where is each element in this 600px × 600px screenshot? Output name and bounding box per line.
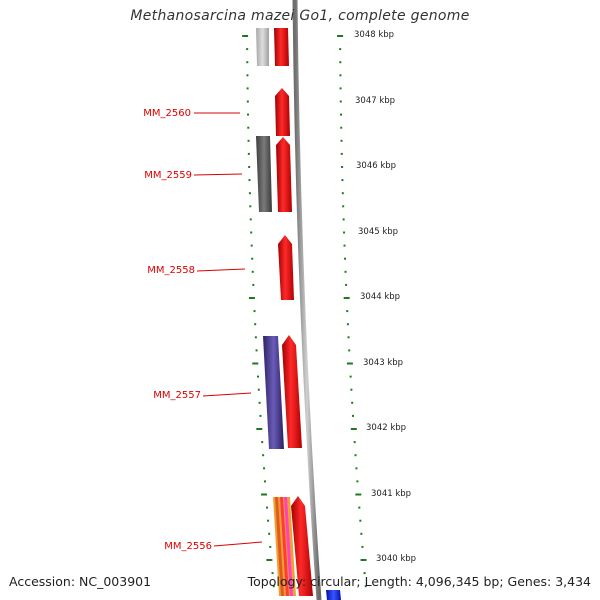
gene-arrow-mm2556[interactable] xyxy=(291,496,313,596)
gene-labels: MM_2560 MM_2559 MM_2558 MM_2557 MM_2556 xyxy=(143,108,263,552)
tick-marks xyxy=(242,35,367,588)
scale-label: 3042 kbp xyxy=(366,423,406,433)
leader-line xyxy=(193,173,243,176)
leader-line xyxy=(202,392,252,397)
scale-labels: 3048 kbp 3047 kbp 3046 kbp 3045 kbp 3044… xyxy=(354,30,416,564)
gene-arrow-mm2557[interactable] xyxy=(282,335,302,448)
gene-arrow-mm2560[interactable] xyxy=(275,88,290,136)
scale-label: 3043 kbp xyxy=(363,358,403,368)
gene-label-mm2556[interactable]: MM_2556 xyxy=(164,541,212,552)
gene-label-mm2557[interactable]: MM_2557 xyxy=(153,390,201,401)
gene-label-mm2560[interactable]: MM_2560 xyxy=(143,108,191,119)
map-title: Methanosarcina mazei Go1, complete genom… xyxy=(130,8,470,24)
feature-blue xyxy=(326,590,341,600)
gene-arrows xyxy=(274,28,313,596)
feature-gray-dark xyxy=(256,136,272,212)
scale-label: 3048 kbp xyxy=(354,30,394,40)
gene-arrow-mm2559[interactable] xyxy=(276,137,292,212)
feature-purple xyxy=(263,336,284,449)
genome-backbone xyxy=(292,0,322,600)
genome-summary-text: Topology: circular; Length: 4,096,345 bp… xyxy=(247,574,591,589)
scale-label: 3040 kbp xyxy=(376,554,416,564)
scale-label: 3046 kbp xyxy=(356,161,396,171)
gene-label-mm2559[interactable]: MM_2559 xyxy=(144,170,192,181)
scale-label: 3041 kbp xyxy=(371,489,411,499)
gene-arrow-top[interactable] xyxy=(274,28,289,66)
gene-label-mm2558[interactable]: MM_2558 xyxy=(147,265,195,276)
leader-line xyxy=(196,268,246,272)
accession-text: Accession: NC_003901 xyxy=(9,574,152,589)
leader-line xyxy=(213,541,263,547)
scale-label: 3047 kbp xyxy=(355,96,395,106)
feature-multicolor xyxy=(273,497,296,596)
scale-label: 3044 kbp xyxy=(360,292,400,302)
gene-arrow-mm2558[interactable] xyxy=(278,235,294,300)
scale-label: 3045 kbp xyxy=(358,227,398,237)
feature-gray-light xyxy=(256,28,269,66)
